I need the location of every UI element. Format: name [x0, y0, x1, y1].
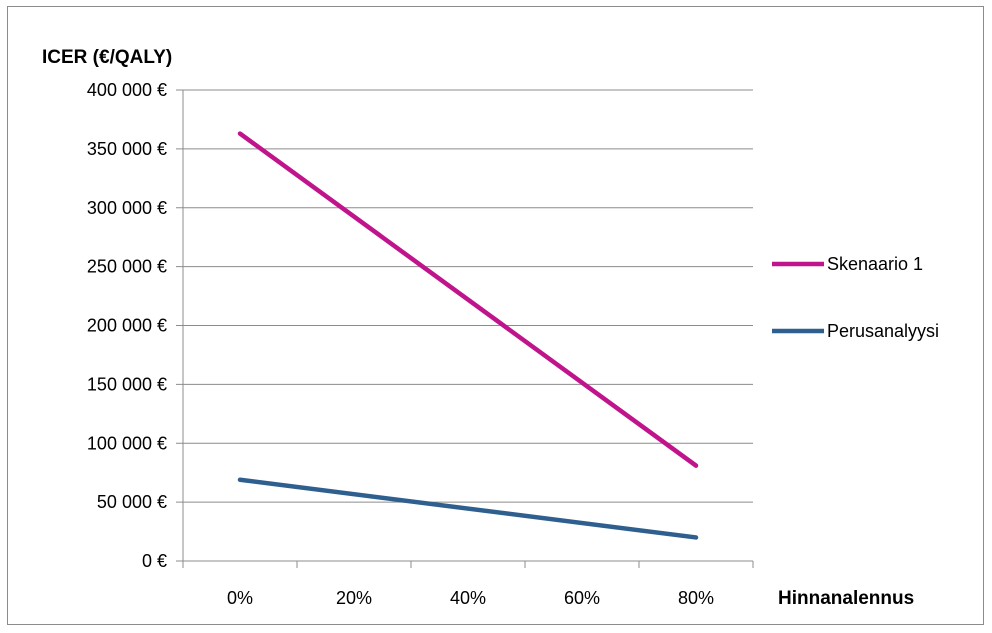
series-line: [237, 131, 699, 468]
y-tick-label: 400 000 €: [87, 80, 167, 100]
x-tick-label: 0%: [227, 588, 253, 608]
y-tick-label: 0 €: [142, 551, 167, 571]
y-tick-label: 250 000 €: [87, 257, 167, 277]
legend-label: Skenaario 1: [827, 254, 923, 274]
x-tick-label: 80%: [678, 588, 714, 608]
axes: [176, 89, 754, 568]
y-tick-label: 100 000 €: [87, 433, 167, 453]
y-tick-label: 350 000 €: [87, 139, 167, 159]
x-tick-label: 40%: [450, 588, 486, 608]
y-tick-label: 300 000 €: [87, 198, 167, 218]
chart-frame: [7, 6, 984, 625]
y-axis-title: ICER (€/QALY): [42, 47, 172, 68]
series-lines: [237, 131, 699, 540]
tick-labels: 0 € 50 000 € 100 000 € 150 000 € 200 000 € 25…: [87, 80, 714, 608]
x-tick-label: 20%: [336, 588, 372, 608]
legend: Skenaario 1 Perusanalyysi: [772, 254, 939, 341]
gridlines: [183, 89, 753, 503]
y-tick-label: 50 000 €: [97, 492, 167, 512]
x-axis-title: Hinnanalennus: [778, 588, 914, 609]
x-tick-label: 60%: [564, 588, 600, 608]
legend-label: Perusanalyysi: [827, 321, 939, 341]
y-tick-label: 200 000 €: [87, 316, 167, 336]
y-tick-label: 150 000 €: [87, 374, 167, 394]
series-line: [237, 477, 699, 540]
